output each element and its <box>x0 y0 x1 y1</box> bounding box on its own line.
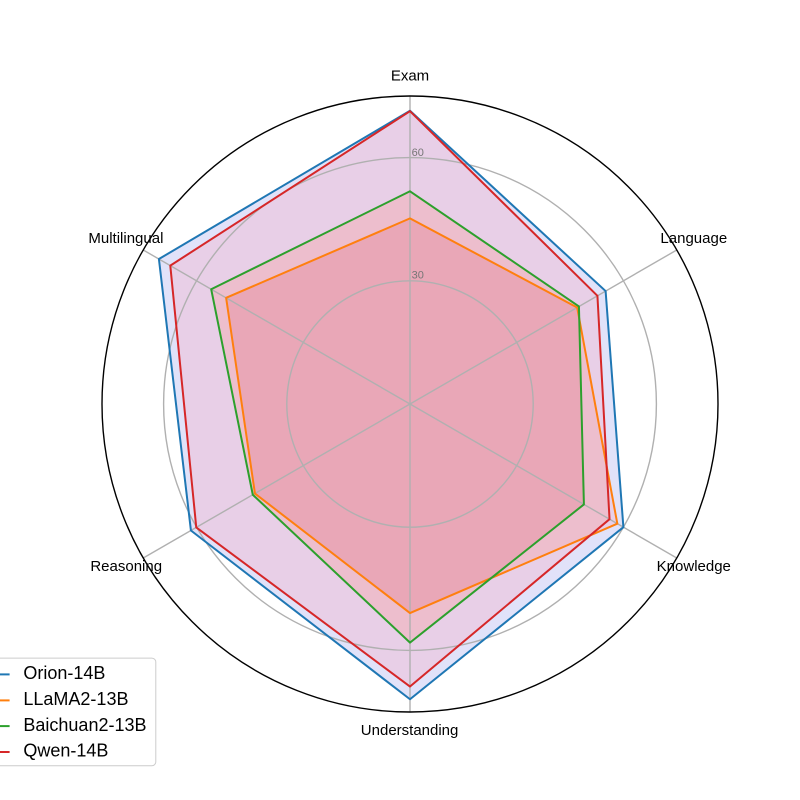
svg-text:Understanding: Understanding <box>361 722 459 739</box>
svg-text:Orion-14B: Orion-14B <box>23 663 105 683</box>
svg-text:60: 60 <box>412 147 424 159</box>
svg-text:Knowledge: Knowledge <box>657 558 731 575</box>
svg-text:Baichuan2-13B: Baichuan2-13B <box>23 715 146 735</box>
svg-text:Multilingual: Multilingual <box>88 230 163 247</box>
svg-text:Exam: Exam <box>391 68 429 85</box>
svg-text:30: 30 <box>412 270 424 282</box>
svg-text:LLaMA2-13B: LLaMA2-13B <box>23 689 128 709</box>
svg-text:Reasoning: Reasoning <box>90 558 162 575</box>
svg-text:Language: Language <box>660 230 727 247</box>
svg-text:Qwen-14B: Qwen-14B <box>23 741 108 761</box>
